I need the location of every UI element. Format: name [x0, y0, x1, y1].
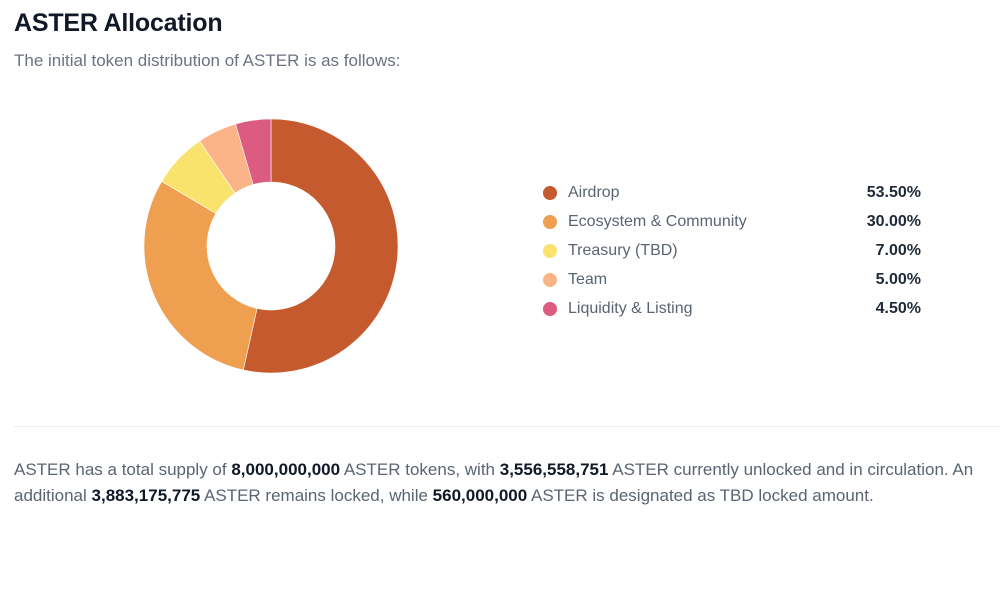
legend-value: 53.50% — [866, 183, 921, 201]
donut-slice-liquidity-listing — [235, 118, 272, 185]
legend-item-liquidity: Liquidity & Listing 4.50% — [543, 294, 921, 323]
legend-value: 4.50% — [875, 299, 921, 317]
summary-text: ASTER currently unlocked and in circulat… — [14, 460, 974, 505]
legend-value: 5.00% — [875, 270, 921, 288]
legend-dot-icon — [543, 243, 557, 258]
legend-item-ecosystem: Ecosystem & Community 30.00% — [543, 207, 921, 236]
legend-value: 7.00% — [875, 241, 921, 259]
summary-text: ASTER is designated as TBD locked amount… — [527, 486, 874, 505]
summary-text: ASTER has a total supply of — [14, 460, 232, 479]
legend-item-team: Team 5.00% — [543, 265, 921, 294]
legend-item-airdrop: Airdrop 53.50% — [543, 178, 921, 207]
tbd-locked-value: 560,000,000 — [432, 486, 528, 505]
legend-dot-icon — [543, 185, 557, 200]
legend-value: 30.00% — [866, 212, 921, 230]
allocation-donut-chart — [143, 118, 399, 374]
legend-dot-icon — [543, 214, 557, 229]
locked-value: 3,883,175,775 — [91, 486, 201, 505]
legend-dot-icon — [543, 272, 557, 287]
legend-label: Airdrop — [568, 183, 620, 201]
summary-text: ASTER remains locked, while — [200, 486, 433, 505]
total-supply-value: 8,000,000,000 — [231, 460, 341, 479]
unlocked-value: 3,556,558,751 — [499, 460, 609, 479]
page-subtitle: The initial token distribution of ASTER … — [14, 51, 401, 70]
chart-legend: Airdrop 53.50% Ecosystem & Community 30.… — [543, 178, 921, 323]
legend-item-treasury: Treasury (TBD) 7.00% — [543, 236, 921, 265]
donut-slice-ecosystem-community — [143, 180, 258, 371]
section-divider — [14, 426, 1000, 427]
summary-text: ASTER tokens, with — [340, 460, 500, 479]
legend-dot-icon — [543, 301, 557, 316]
legend-label: Liquidity & Listing — [568, 299, 693, 317]
legend-label: Ecosystem & Community — [568, 212, 747, 230]
donut-slice-airdrop — [242, 118, 399, 374]
legend-label: Team — [568, 270, 608, 288]
supply-summary: ASTER has a total supply of 8,000,000,00… — [14, 457, 989, 509]
page-title: ASTER Allocation — [14, 9, 223, 37]
legend-label: Treasury (TBD) — [568, 241, 678, 259]
